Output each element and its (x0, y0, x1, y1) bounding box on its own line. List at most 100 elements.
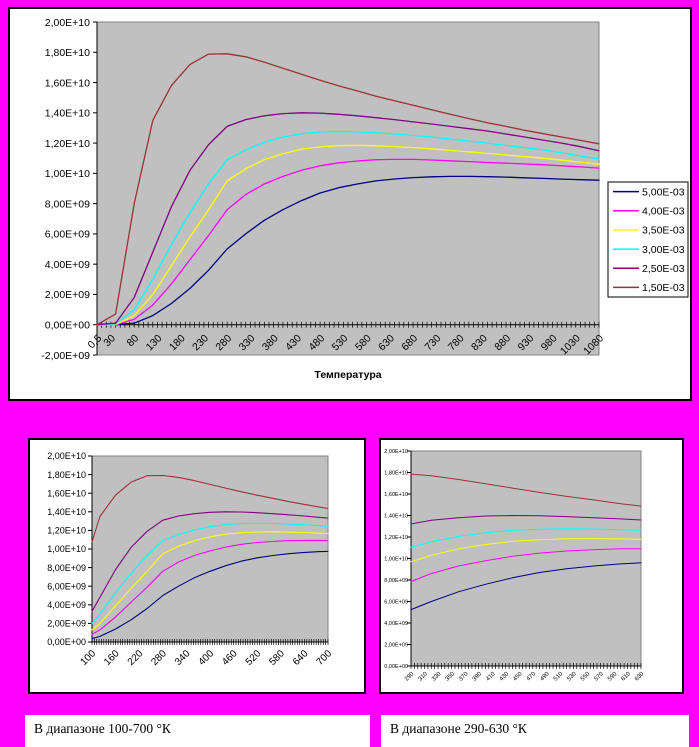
x-tick-label: 410 (485, 671, 497, 683)
legend-box (607, 181, 689, 298)
x-tick-label: 430 (499, 671, 511, 683)
plot-area (91, 455, 329, 643)
y-tick-label: 1,80E+10 (47, 470, 86, 480)
range-100-700-chart-panel: 2,00E+10 1,80E+10 1,60E+10 1,40E+10 1,20E+10… (28, 438, 366, 694)
left-caption-text: В диапазоне 100-700 °К (34, 721, 171, 736)
y-tick-label: 6,00E+09 (384, 599, 408, 605)
y-tick-label: 0,00E+00 (384, 664, 408, 670)
x-tick-label: 700 (315, 648, 335, 668)
x-axis-minor-ticks (410, 663, 642, 669)
series-line-3,00E-03 (91, 522, 329, 624)
series-line-3,00E-03 (96, 130, 600, 326)
x-tick-label: 590 (607, 671, 619, 683)
x-tick-label: 550 (580, 671, 592, 683)
series-line-3,50E-03 (410, 538, 642, 563)
x-tick-label: 530 (566, 671, 578, 683)
y-tick-label: 4,00E+09 (47, 600, 86, 610)
y-axis: 2,00E+10 1,80E+10 1,60E+10 1,40E+10 1,20E+10… (47, 451, 92, 647)
legend-label: 4,00E-03 (642, 206, 685, 218)
y-tick-label: 2,00E+09 (47, 619, 86, 629)
series-line-4,00E-03 (96, 158, 600, 326)
y-tick-label: 0,00E+00 (47, 637, 86, 647)
y-tick-label: 2,00E+09 (45, 289, 90, 301)
x-tick-label: 640 (291, 648, 311, 668)
legend: 5,00E-03 4,00E-03 3,50E-03 3,00E-03 2,50E-03… (607, 181, 689, 298)
series-line-3,50E-03 (91, 531, 329, 631)
legend-label: 3,50E-03 (642, 225, 685, 237)
x-tick-label: 160 (102, 648, 122, 668)
series-line-1,50E-03 (91, 474, 329, 543)
series-line-1,50E-03 (96, 53, 600, 326)
y-tick-label: 1,60E+10 (45, 77, 90, 89)
x-tick-label: 570 (594, 671, 606, 683)
y-tick-label: 1,60E+10 (384, 492, 408, 498)
y-tick-label: 1,00E+10 (47, 544, 86, 554)
y-tick-label: 1,40E+10 (384, 513, 408, 519)
x-tick-label: 350 (445, 671, 457, 683)
series-line-4,00E-03 (410, 548, 642, 583)
series-lines (96, 53, 600, 326)
y-tick-label: 1,80E+10 (384, 470, 408, 476)
y-tick-label: 0,00E+00 (45, 320, 90, 332)
y-tick-label: -2,00E+09 (41, 350, 90, 362)
x-tick-label: 450 (512, 671, 524, 683)
left-caption-box: В диапазоне 100-700 °К (25, 715, 370, 747)
legend-label: 1,50E-03 (642, 282, 685, 294)
series-lines (410, 473, 642, 611)
main-temperature-chart: 2,00E+10 1,80E+10 1,60E+10 1,40E+10 1,20E+10… (41, 17, 689, 381)
x-axis-labels: 100 160 220 280 340 400 460 520 580 640 700 (79, 648, 335, 668)
series-line-5,00E-03 (410, 562, 642, 611)
x-tick-label: 390 (472, 671, 484, 683)
series-lines (91, 474, 329, 640)
series-line-4,00E-03 (91, 539, 329, 635)
x-axis-labels: 290 310 330 350 370 390 410 430 450 470 490 510 530 5… (404, 671, 646, 683)
y-axis: 2,00E+10 1,80E+10 1,60E+10 1,40E+10 1,20E+10… (41, 17, 97, 362)
series-line-5,00E-03 (96, 175, 600, 326)
x-tick-label: 490 (539, 671, 551, 683)
series-line-2,50E-03 (91, 511, 329, 612)
x-tick-label: 100 (79, 648, 99, 668)
y-tick-label: 1,20E+10 (384, 535, 408, 541)
x-tick-label: 580 (267, 648, 287, 668)
x-tick-label: 630 (634, 671, 646, 683)
x-tick-label: 460 (220, 648, 240, 668)
x-tick-label: 280 (149, 648, 169, 668)
legend-label: 5,00E-03 (642, 186, 685, 198)
x-tick-label: 340 (173, 648, 193, 668)
right-caption-box: В диапазоне 290-630 °К (381, 715, 689, 747)
x-tick-label: 510 (553, 671, 565, 683)
series-line-5,00E-03 (91, 550, 329, 640)
range-290-630-chart-panel: 2,00E+10 1,80E+10 1,60E+10 1,40E+10 1,20E+10… (379, 438, 684, 694)
x-tick-label: 330 (431, 671, 443, 683)
y-tick-label: 1,00E+10 (384, 556, 408, 562)
y-tick-label: 8,00E+09 (45, 198, 90, 210)
x-tick-label: 290 (404, 671, 416, 683)
y-tick-label: 1,40E+10 (47, 507, 86, 517)
range-290-630-chart: 2,00E+10 1,80E+10 1,60E+10 1,40E+10 1,20E+10… (384, 449, 646, 683)
y-tick-label: 1,20E+10 (45, 138, 90, 150)
x-tick-label: 520 (244, 648, 264, 668)
y-tick-label: 2,00E+09 (384, 642, 408, 648)
y-tick-label: 6,00E+09 (45, 229, 90, 241)
series-line-2,50E-03 (96, 112, 600, 326)
y-tick-label: 4,00E+09 (45, 259, 90, 271)
x-tick-label: 400 (197, 648, 217, 668)
series-line-3,00E-03 (410, 528, 642, 548)
y-tick-label: 2,00E+10 (384, 449, 408, 455)
series-line-3,50E-03 (96, 144, 600, 326)
y-tick-label: 1,40E+10 (45, 108, 90, 120)
main-chart-panel: 2,00E+10 1,80E+10 1,60E+10 1,40E+10 1,20E+10… (8, 7, 692, 401)
x-axis-title: Температура (314, 369, 381, 381)
y-tick-label: 1,20E+10 (47, 526, 86, 536)
y-tick-label: 1,00E+10 (45, 168, 90, 180)
x-tick-label: 220 (126, 648, 146, 668)
x-axis-minor-ticks (91, 639, 329, 645)
y-tick-label: 6,00E+09 (47, 581, 86, 591)
plot-area (410, 450, 642, 667)
series-line-1,50E-03 (410, 473, 642, 507)
y-tick-label: 2,00E+10 (47, 451, 86, 461)
y-tick-label: 2,00E+10 (45, 17, 90, 29)
y-axis: 2,00E+10 1,80E+10 1,60E+10 1,40E+10 1,20E+10… (384, 449, 411, 670)
series-line-2,50E-03 (410, 515, 642, 525)
